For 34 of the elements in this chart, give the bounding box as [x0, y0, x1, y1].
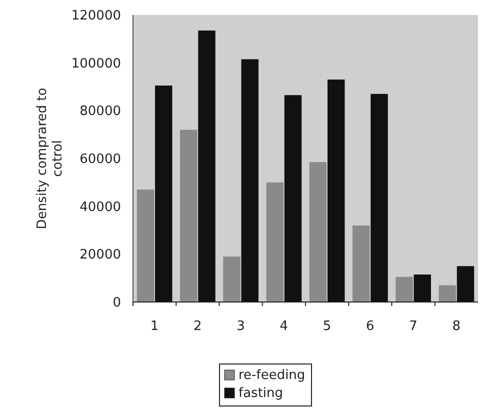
y-tick-label: 100000 [71, 56, 121, 72]
bar [155, 86, 172, 302]
legend-label: re-feeding [238, 368, 306, 383]
bar [438, 285, 456, 302]
bar [309, 162, 327, 302]
y-tick-label: 60000 [80, 152, 121, 168]
y-axis-title: Density comprared to cotrol [35, 88, 66, 230]
x-tick-label: 7 [409, 319, 418, 334]
x-tick-label: 6 [366, 319, 374, 334]
bar [180, 130, 198, 302]
legend-label: fasting [238, 386, 284, 401]
bar [198, 30, 216, 302]
y-tick-label: 80000 [80, 104, 121, 120]
bar [284, 95, 302, 302]
y-tick-label: 120000 [71, 8, 121, 24]
bar [414, 274, 431, 302]
x-tick-label: 4 [280, 319, 288, 334]
x-tick-label: 5 [322, 319, 332, 334]
bar [370, 94, 388, 302]
x-tick-label: 2 [194, 319, 202, 334]
x-tick-label: 1 [150, 319, 159, 334]
bar [456, 266, 474, 302]
y-tick-label: 40000 [80, 200, 121, 215]
bar [241, 59, 258, 302]
bar [352, 225, 370, 302]
y-tick-label: 0 [112, 296, 121, 311]
bar [136, 190, 154, 302]
bar [396, 276, 413, 302]
bar [328, 80, 345, 302]
x-tick-label: 8 [452, 319, 461, 334]
bar [223, 256, 240, 302]
bar [266, 182, 284, 302]
x-tick-label: 3 [236, 319, 245, 334]
y-tick-label: 20000 [80, 248, 121, 263]
